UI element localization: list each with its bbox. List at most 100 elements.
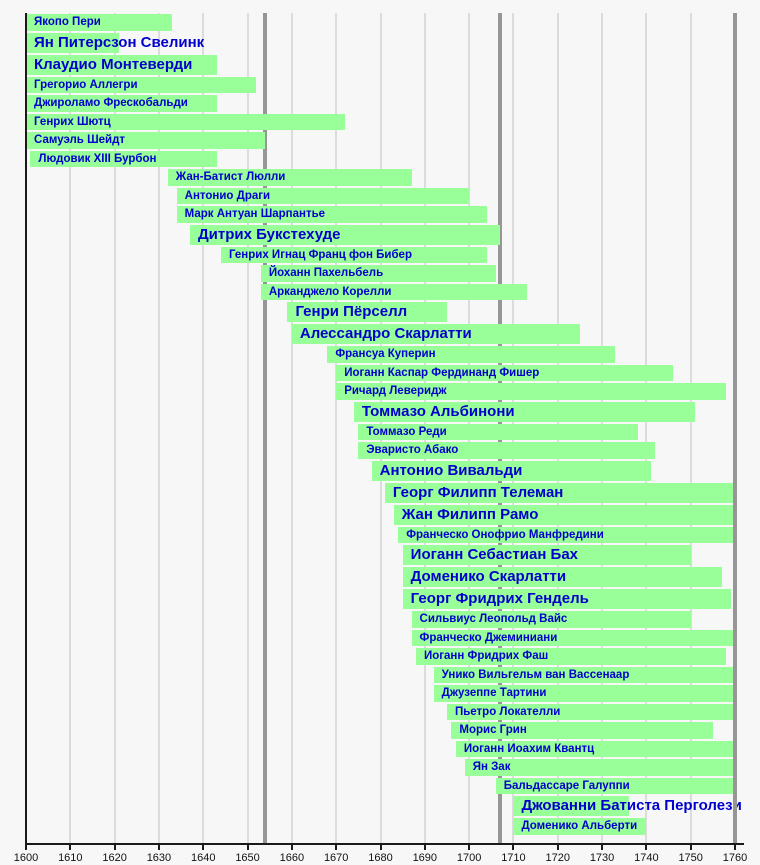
composer-label: Иоганн Себастиан Бах [410, 546, 579, 563]
composer-label: Бальдассаре Галуппи [503, 779, 630, 792]
composer-bar: Грегорио Аллегри [26, 76, 257, 93]
composer-label: Жан Филипп Рамо [401, 505, 539, 523]
x-axis-tick [157, 845, 160, 850]
composer-label: Ян Питерсзон Свелинк [34, 33, 205, 51]
x-axis-tick-label: 1680 [368, 852, 393, 864]
decade-gridline [202, 13, 205, 843]
x-axis-tick-label: 1640 [191, 852, 216, 864]
composer-label: Алессандро Скарлатти [299, 325, 472, 342]
x-axis-tick-label: 1760 [722, 852, 748, 864]
x-axis-tick-label: 1660 [279, 852, 305, 864]
composer-label: Генрих Шютц [34, 115, 111, 128]
x-axis-tick-label: 1600 [13, 852, 39, 864]
composer-label: Джироламо Фрескобальди [34, 97, 188, 109]
composer-label: Сильвиус Леопольд Вайс [419, 613, 568, 625]
x-axis-tick-label: 1700 [456, 852, 482, 864]
x-axis-tick [69, 845, 72, 850]
x-axis-tick-label: 1730 [589, 852, 615, 864]
composer-bar: Морис Грин [451, 722, 713, 739]
x-axis-tick [556, 845, 559, 850]
composer-label: Людовик XIII Бурбон [38, 152, 157, 165]
composer-bar: Арканджело Корелли [260, 283, 527, 300]
composer-bar: Ян Зак [464, 759, 735, 776]
decade-gridline [69, 13, 72, 843]
composer-bar: Ян Питерсзон Свелинк [26, 32, 204, 53]
composer-bar: Ричард Леверидж [336, 383, 727, 400]
x-axis-tick [290, 845, 293, 850]
era-divider-line [733, 13, 737, 843]
composer-bar: Генри Пёрселл [287, 302, 447, 322]
x-axis-tick-label: 1690 [412, 852, 438, 864]
decade-gridline [113, 13, 116, 843]
decade-gridline [246, 13, 249, 843]
composer-bar: Сильвиус Леопольд Вайс [411, 611, 691, 628]
composer-label: Морис Грин [459, 724, 527, 736]
composer-bar: Франческо Онофрио Манфредини [398, 526, 735, 543]
x-axis-tick [423, 845, 426, 850]
decade-gridline [290, 13, 293, 843]
composer-bar: Томмазо Альбинони [353, 401, 696, 422]
composer-label: Унико Вильгельм ван Вассенаар [441, 668, 630, 681]
composer-label: Ричард Леверидж [344, 385, 447, 397]
x-axis-tick [202, 845, 205, 850]
composer-label: Антонио Вивальди [379, 461, 523, 479]
composer-label: Самуэль Шейдт [34, 134, 126, 146]
composer-label: Франческо Джеминиани [419, 631, 558, 644]
composer-bar: Джироламо Фрескобальди [26, 95, 217, 112]
x-axis-line [25, 843, 744, 845]
composer-bar: Людовик XIII Бурбон [30, 150, 217, 167]
composer-label: Джузеппе Тартини [441, 687, 547, 699]
composer-bar: Иоганн Иоахим Квантц [455, 740, 735, 757]
composer-bar: Эваристо Абако [358, 442, 656, 459]
composer-label: Пьетро Локателли [454, 705, 561, 718]
composer-bar: Антонио Вивальди [371, 460, 651, 481]
x-axis-tick-label: 1630 [146, 852, 172, 864]
composer-bar: Жан-Батист Люлли [167, 169, 412, 186]
composer-label: Иоганн Каспар Фердинанд Фишер [344, 366, 540, 379]
era-divider-line [263, 13, 268, 843]
x-axis-tick-label: 1670 [323, 852, 349, 864]
x-axis-tick [379, 845, 382, 850]
composer-bar: Клаудио Монтеверди [26, 54, 217, 75]
decade-gridline [689, 13, 692, 843]
composer-label: Франсуа Куперин [335, 348, 436, 360]
x-axis-tick-label: 1720 [545, 852, 570, 864]
composer-bar: Самуэль Шейдт [26, 132, 266, 149]
composer-label: Эваристо Абако [366, 444, 459, 456]
composer-bar: Георг Фридрих Гендель [402, 589, 731, 609]
x-axis-tick-label: 1650 [235, 852, 260, 864]
composer-label: Доменико Скарлатти [410, 568, 567, 585]
composer-bar: Доменико Альберти [513, 818, 647, 835]
composer-bar: Джованни Батиста Перголези [513, 796, 742, 816]
composer-label: Клаудио Монтеверди [34, 55, 193, 73]
x-axis-tick [512, 845, 515, 850]
composer-label: Грегорио Аллегри [34, 78, 138, 91]
composer-bar: Бальдассаре Галуппи [495, 777, 735, 794]
decade-gridline [335, 13, 338, 843]
composer-label: Доменико Альберти [521, 820, 638, 832]
composer-bar: Якопо Пери [26, 14, 173, 31]
composer-bar: Антонио Драги [176, 187, 470, 204]
composer-label: Ян Зак [472, 761, 511, 773]
composer-bar: Генрих Шютц [26, 113, 346, 130]
composer-label: Иоганн Иоахим Квантц [463, 742, 595, 755]
composer-bar: Марк Антуан Шарпантье [176, 206, 487, 223]
composer-bar: Пьетро Локателли [446, 703, 735, 720]
composer-bar: Томмазо Реди [358, 423, 638, 440]
x-axis-tick-label: 1610 [58, 852, 83, 864]
decade-gridline [645, 13, 648, 843]
composer-bar: Джузеппе Тартини [433, 685, 735, 702]
x-axis-tick [335, 845, 338, 850]
composer-bar: Генрих Игнац Франц фон Бибер [220, 246, 487, 263]
composer-bar: Йоханн Пахельбель [260, 265, 496, 282]
composer-label: Якопо Пери [34, 16, 101, 28]
x-axis-tick [734, 845, 736, 850]
composer-bar: Доменико Скарлатти [402, 567, 722, 587]
composer-label: Иоганн Фридрих Фаш [423, 650, 549, 662]
composer-label: Дитрих Букстехуде [197, 225, 341, 243]
composer-bar: Франсуа Куперин [327, 346, 616, 363]
composer-bar: Алессандро Скарлатти [291, 324, 580, 344]
x-axis-tick [645, 845, 648, 850]
composer-label: Генрих Игнац Франц фон Бибер [228, 248, 412, 261]
